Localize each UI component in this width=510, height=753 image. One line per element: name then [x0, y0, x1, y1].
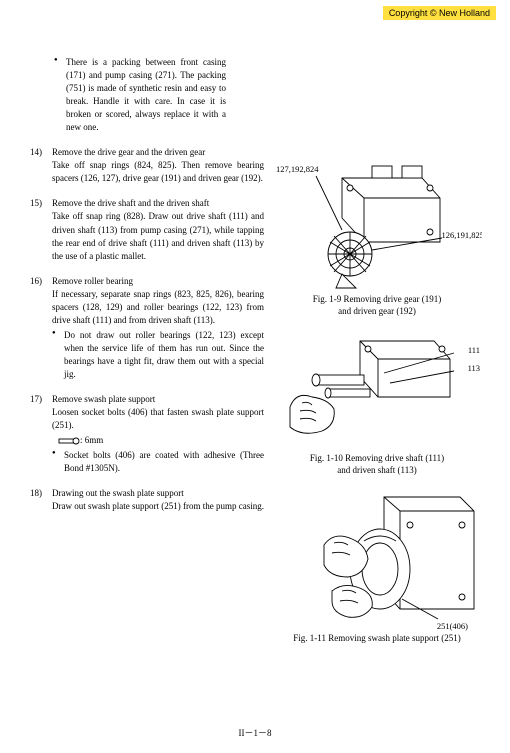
figure-1-10-drawing [272, 331, 482, 451]
step-title: Drawing out the swash plate support [52, 487, 264, 500]
step-14: 14) Remove the drive gear and the driven… [34, 146, 264, 185]
step-17: 17) Remove swash plate support Loosen so… [34, 393, 264, 475]
step-15: 15) Remove the drive shaft and the drive… [34, 197, 264, 262]
figure-caption: Fig. 1-11 Removing swash plate support (… [272, 633, 482, 645]
step-title: Remove the drive gear and the driven gea… [52, 146, 264, 159]
figure-caption: Fig. 1-9 Removing drive gear (191) and d… [272, 294, 482, 317]
step-title: Remove roller bearing [52, 275, 264, 288]
copyright-badge: Copyright © New Holland [383, 6, 496, 20]
callout: 111 [468, 345, 480, 355]
step-num: 16) [30, 275, 42, 288]
step-num: 18) [30, 487, 42, 500]
step-title: Remove the drive shaft and the driven sh… [52, 197, 264, 210]
text-column: There is a packing between front casing … [34, 56, 264, 652]
figure-1-9-drawing [272, 164, 482, 292]
step-title: Remove swash plate support [52, 393, 264, 406]
page-body: There is a packing between front casing … [0, 0, 510, 670]
step-body: Take off snap ring (828). Draw out drive… [52, 210, 264, 262]
figure-1-9: 127,192,824 126,191,825 Fig. 1-9 Removin… [272, 164, 482, 317]
step-body: Draw out swash plate support (251) from … [52, 500, 264, 513]
step-16-bullet: Do not draw out roller bearings (122, 12… [54, 329, 264, 381]
step-num: 14) [30, 146, 42, 159]
intro-bullet: There is a packing between front casing … [56, 56, 226, 134]
callout: 251(406) [437, 621, 468, 631]
figure-1-10: 111 113 Fig. 1-10 Removing drive shaft (… [272, 331, 482, 476]
callout: 126,191,825 [442, 230, 483, 240]
callout: 113 [468, 363, 480, 373]
step-body: If necessary, separate snap rings (823, … [52, 288, 264, 327]
step-17-bullet: Socket bolts (406) are coated with adhes… [54, 449, 264, 475]
step-body: Take off snap rings (824, 825). Then rem… [52, 159, 264, 185]
callout: 127,192,824 [276, 164, 319, 174]
step-num: 17) [30, 393, 42, 406]
figure-1-11-drawing [272, 491, 482, 631]
figure-caption: Fig. 1-10 Removing drive shaft (111) and… [272, 453, 482, 476]
step-16: 16) Remove roller bearing If necessary, … [34, 275, 264, 381]
step-18: 18) Drawing out the swash plate support … [34, 487, 264, 513]
figure-column: 127,192,824 126,191,825 Fig. 1-9 Removin… [272, 56, 482, 652]
step-num: 15) [30, 197, 42, 210]
wrench-spec: : 6mm [58, 434, 264, 447]
step-body: Loosen socket bolts (406) that fasten sw… [52, 406, 264, 432]
page-number: II－1－8 [0, 726, 510, 739]
wrench-size: : 6mm [80, 435, 103, 445]
figure-1-11: 251(406) Fig. 1-11 Removing swash plate … [272, 491, 482, 645]
